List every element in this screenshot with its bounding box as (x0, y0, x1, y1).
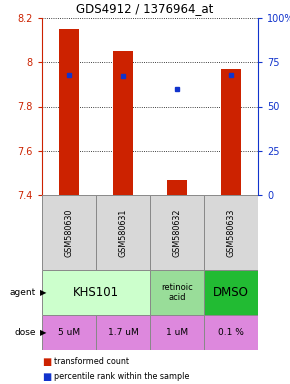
Text: GSM580631: GSM580631 (119, 208, 128, 257)
Bar (96, 195, 150, 270)
Bar (150, 195, 204, 270)
Text: ▶: ▶ (40, 288, 47, 297)
Text: retinoic
acid: retinoic acid (161, 283, 193, 302)
Bar (42, 270, 150, 315)
Text: 1 uM: 1 uM (166, 328, 188, 337)
Bar (42, 315, 96, 350)
Text: DMSO: DMSO (213, 286, 249, 299)
Bar (113, 51, 133, 195)
Bar (167, 179, 187, 195)
Text: KHS101: KHS101 (73, 286, 119, 299)
Bar (204, 315, 258, 350)
Text: 1.7 uM: 1.7 uM (108, 328, 138, 337)
Text: ■: ■ (42, 372, 51, 382)
Text: transformed count: transformed count (54, 358, 129, 366)
Bar (150, 315, 204, 350)
Text: GSM580633: GSM580633 (226, 208, 235, 257)
Bar (204, 270, 258, 315)
Text: 0.1 %: 0.1 % (218, 328, 244, 337)
Bar (150, 270, 204, 315)
Text: percentile rank within the sample: percentile rank within the sample (54, 372, 189, 381)
Bar (96, 315, 150, 350)
Text: agent: agent (10, 288, 36, 297)
Bar (221, 69, 241, 195)
Text: GSM580632: GSM580632 (173, 208, 182, 257)
Text: GSM580630: GSM580630 (64, 208, 73, 257)
Bar (59, 29, 79, 195)
Text: GDS4912 / 1376964_at: GDS4912 / 1376964_at (76, 2, 214, 15)
Bar (204, 195, 258, 270)
Text: dose: dose (14, 328, 36, 337)
Bar (42, 195, 96, 270)
Text: 5 uM: 5 uM (58, 328, 80, 337)
Text: ▶: ▶ (40, 328, 47, 337)
Text: ■: ■ (42, 357, 51, 367)
